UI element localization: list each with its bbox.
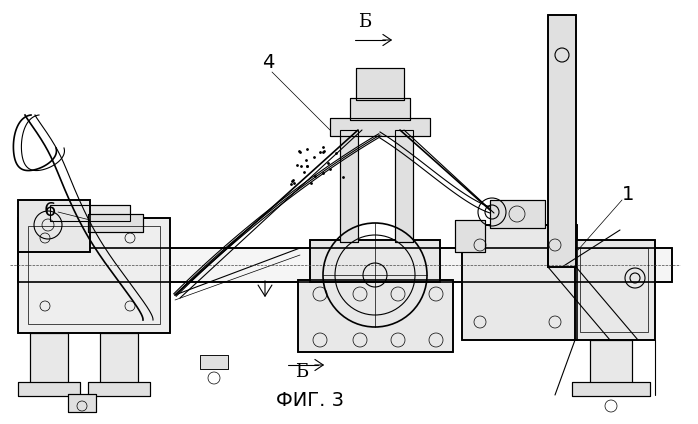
Text: ФИГ. 3: ФИГ. 3 bbox=[276, 391, 344, 410]
Bar bbox=[356, 68, 404, 100]
Bar bbox=[395, 130, 413, 242]
Text: 1: 1 bbox=[622, 186, 634, 204]
Bar bbox=[490, 200, 545, 228]
Bar bbox=[590, 340, 632, 385]
Bar bbox=[68, 394, 96, 412]
Bar bbox=[28, 226, 160, 324]
Bar bbox=[310, 240, 440, 282]
Bar bbox=[18, 218, 170, 333]
Bar bbox=[200, 355, 228, 369]
Bar bbox=[590, 340, 632, 385]
Bar bbox=[18, 382, 80, 396]
Bar bbox=[298, 280, 453, 352]
Bar bbox=[455, 220, 485, 252]
Bar bbox=[575, 240, 655, 340]
Bar bbox=[575, 240, 655, 340]
Bar bbox=[18, 248, 672, 282]
Bar bbox=[330, 118, 430, 136]
Text: Б: Б bbox=[358, 13, 371, 31]
Bar bbox=[18, 218, 170, 333]
Bar bbox=[340, 130, 358, 242]
Bar bbox=[88, 382, 150, 396]
Bar bbox=[298, 280, 453, 352]
Bar bbox=[310, 240, 440, 282]
Bar bbox=[350, 98, 410, 120]
Bar bbox=[18, 200, 90, 252]
Bar bbox=[100, 333, 138, 385]
Bar bbox=[100, 333, 138, 385]
Bar bbox=[548, 15, 576, 267]
Text: 6: 6 bbox=[44, 201, 56, 220]
Bar bbox=[350, 98, 410, 120]
Bar bbox=[548, 15, 576, 267]
Bar bbox=[330, 118, 430, 136]
Bar bbox=[200, 355, 228, 369]
Bar bbox=[50, 205, 130, 221]
Bar bbox=[395, 130, 413, 242]
Bar bbox=[572, 382, 650, 396]
Bar bbox=[50, 205, 130, 221]
Bar bbox=[88, 214, 143, 232]
Bar bbox=[490, 200, 545, 228]
Bar bbox=[580, 248, 648, 332]
Bar bbox=[68, 394, 96, 412]
Bar bbox=[88, 382, 150, 396]
Bar bbox=[30, 333, 68, 385]
Bar bbox=[18, 200, 90, 252]
Text: Б: Б bbox=[295, 363, 309, 381]
Bar bbox=[18, 248, 672, 282]
Bar bbox=[462, 225, 577, 340]
Bar bbox=[455, 220, 485, 252]
Bar bbox=[18, 382, 80, 396]
Bar bbox=[88, 214, 143, 232]
Bar bbox=[356, 68, 404, 100]
Text: 4: 4 bbox=[262, 53, 274, 72]
Bar bbox=[572, 382, 650, 396]
Bar bbox=[462, 225, 577, 340]
Bar bbox=[340, 130, 358, 242]
Bar bbox=[30, 333, 68, 385]
